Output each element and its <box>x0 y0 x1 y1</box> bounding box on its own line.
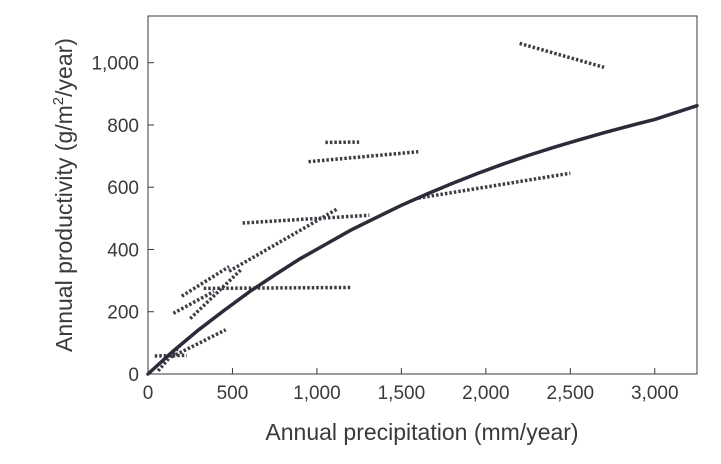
y-axis-title: Annual productivity (g/m2/year) <box>50 38 77 352</box>
x-tick-label: 3,000 <box>631 383 679 404</box>
y-axis-title-end: /year) <box>51 38 77 97</box>
y-tick-label: 200 <box>107 303 139 324</box>
x-axis-title: Annual precipitation (mm/year) <box>265 419 578 445</box>
x-tick-label: 2,000 <box>462 383 510 404</box>
data-segment <box>203 285 351 291</box>
y-axis-title-main: Annual productivity (g/m <box>51 105 77 352</box>
data-segment <box>242 213 370 225</box>
data-segment <box>170 328 227 359</box>
data-segment <box>154 353 187 358</box>
fitted-curve <box>146 103 699 376</box>
x-tick-label: 0 <box>143 383 154 404</box>
y-tick-label: 400 <box>107 240 139 261</box>
plot-frame <box>147 15 698 375</box>
data-segment <box>156 342 184 373</box>
x-tick-label: 1,500 <box>378 383 426 404</box>
data-segment <box>308 149 419 164</box>
y-axis-title-superscript: 2 <box>50 97 67 105</box>
data-segment <box>189 268 243 320</box>
y-axis-ticks: 0 200 400 600 800 1,000 <box>91 54 154 386</box>
x-axis-ticks: 0 500 1,000 1,500 2,000 2,500 3,000 <box>143 368 679 404</box>
x-tick-label: 2,500 <box>547 383 595 404</box>
x-tick-label: 1,000 <box>293 383 341 404</box>
data-segment <box>180 265 231 298</box>
data-segment <box>172 289 215 315</box>
y-tick-label: 800 <box>107 116 139 137</box>
data-segment <box>417 171 571 200</box>
y-tick-label: 600 <box>107 178 139 199</box>
data-segments <box>154 41 605 373</box>
data-segment <box>519 41 605 70</box>
y-tick-label: 1,000 <box>91 54 139 75</box>
x-tick-label: 500 <box>217 383 249 404</box>
y-tick-label: 0 <box>128 365 139 386</box>
